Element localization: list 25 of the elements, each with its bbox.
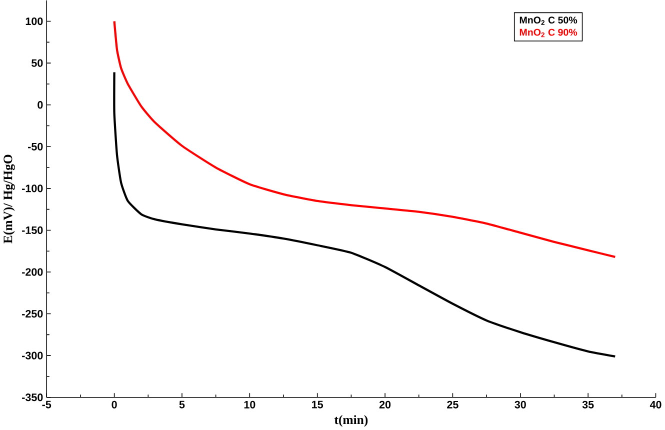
- y-tick-label: 50: [32, 59, 43, 67]
- x-tick-label: 20: [379, 400, 391, 408]
- x-tick-label: 30: [514, 400, 526, 408]
- y-tick-label: 100: [26, 17, 43, 26]
- x-tick-label: 25: [447, 400, 458, 408]
- x-tick-label: 40: [650, 400, 662, 408]
- y-axis-title: E(mV)/ Hg/HgO: [3, 154, 15, 244]
- x-tick-label: -5: [42, 400, 52, 408]
- y-tick-label: -350: [22, 394, 43, 402]
- x-tick-label: 15: [312, 400, 324, 408]
- y-tick-label: -50: [28, 142, 43, 150]
- x-tick-label: 35: [582, 400, 594, 408]
- y-tick-label: -200: [22, 268, 43, 276]
- x-tick-label: 10: [244, 400, 256, 408]
- y-tick-label: -300: [22, 352, 43, 360]
- text: MnO$_{2}$ C 50%: [520, 16, 578, 25]
- x-tick-label: 5: [179, 400, 185, 408]
- y-tick-label: -100: [22, 184, 43, 192]
- y-tick-label: 0: [38, 101, 43, 109]
- line-series: [113, 71, 616, 358]
- x-tick-label: 0: [112, 400, 117, 408]
- x-axis-title: t(min): [334, 415, 368, 427]
- y-tick-label: -150: [22, 226, 43, 234]
- text: MnO$_{2}$ C 90%: [520, 28, 578, 38]
- y-tick-label: -250: [22, 310, 43, 318]
